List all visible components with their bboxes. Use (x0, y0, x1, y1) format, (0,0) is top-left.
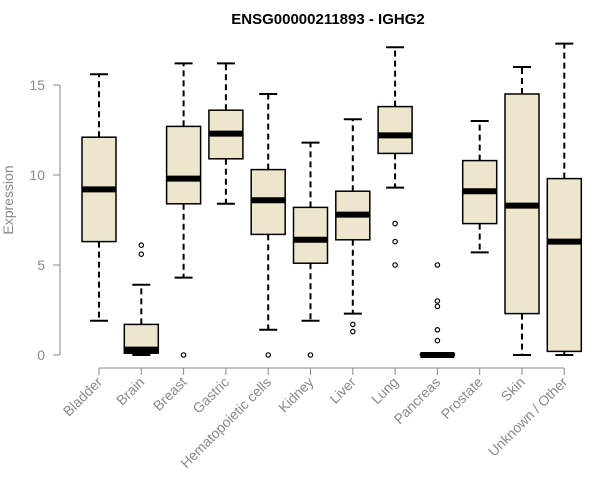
box-7 (335, 118, 371, 335)
box-9 (419, 262, 456, 358)
y-tick-label: 15 (29, 77, 45, 93)
outlier-point (434, 303, 441, 310)
x-tick-label: Skin (498, 374, 529, 405)
x-tick-label: Breast (150, 374, 190, 414)
x-tick-label: Unknown / Other (485, 374, 571, 460)
x-tick-label: Kidney (275, 374, 317, 416)
outlier-point (349, 321, 356, 328)
outlier-point (392, 238, 398, 245)
iqr-box (546, 177, 583, 353)
box-11 (504, 66, 540, 356)
outlier-point (138, 242, 145, 249)
x-tick-label: Prostate (438, 374, 486, 422)
plot-area (81, 42, 583, 358)
outlier-point (434, 326, 441, 333)
x-tick-label: Brain (113, 374, 147, 408)
iqr-box (165, 125, 202, 205)
iqr-box (292, 206, 329, 264)
box-8 (377, 46, 413, 268)
y-axis: 0 5 10 15 (29, 77, 61, 363)
outlier-point (180, 352, 187, 358)
outlier-point (434, 298, 441, 304)
outlier-point (434, 262, 441, 268)
x-tick-label: Lung (368, 374, 401, 407)
x-tick-label: Liver (326, 374, 359, 407)
outlier-point (349, 328, 356, 335)
y-tick-label: 10 (29, 167, 45, 183)
box-12 (546, 42, 583, 356)
box-6 (292, 141, 329, 358)
chart-title: ENSG00000211893 - IGHG2 (231, 11, 424, 28)
outlier-point (307, 352, 314, 358)
box-3 (165, 62, 202, 358)
x-tick-label: Pancreas (390, 374, 443, 427)
outlier-point (392, 262, 398, 268)
box-10 (461, 120, 498, 254)
outlier-point (392, 220, 398, 227)
box-1 (81, 73, 117, 322)
x-tick-label: Bladder (60, 374, 106, 420)
outlier-point (434, 337, 441, 344)
y-tick-label: 5 (37, 257, 45, 273)
y-tick-label: 0 (37, 347, 45, 363)
box-5 (250, 93, 286, 358)
outlier-point (265, 352, 272, 358)
box-4 (208, 62, 244, 205)
outlier-point (138, 251, 145, 258)
box-2 (123, 242, 160, 356)
y-axis-label: Expression (0, 165, 16, 234)
iqr-box (377, 105, 413, 155)
